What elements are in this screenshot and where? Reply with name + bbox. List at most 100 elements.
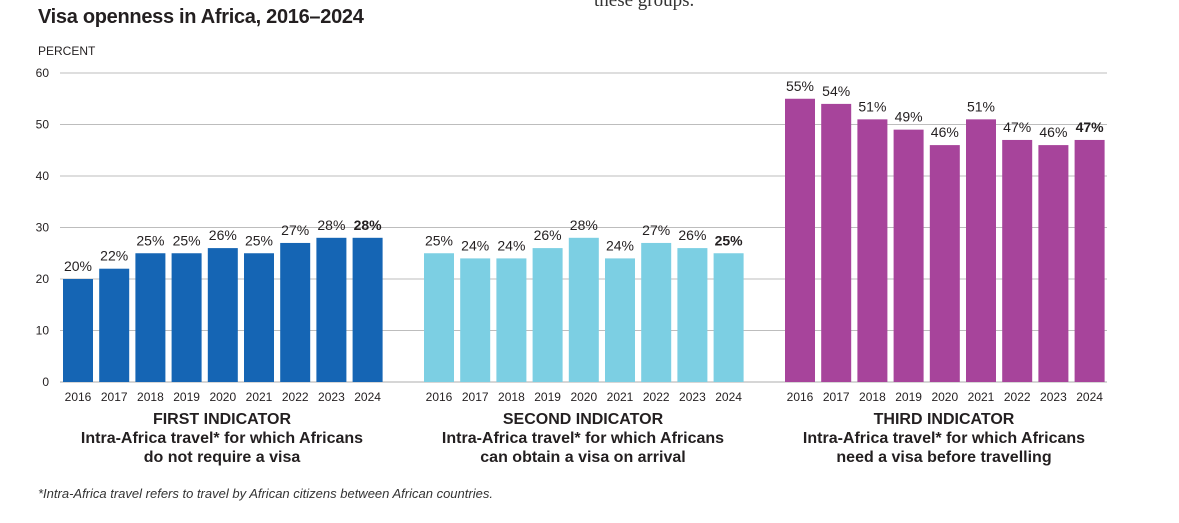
second-indicator-subtitle-1: Intra-Africa travel* for which Africans [441,430,725,447]
x-tick-label: 2018 [137,390,164,404]
data-label: 46% [931,124,959,140]
data-label: 54% [822,83,850,99]
y-tick-label: 20 [36,272,50,286]
bar [244,253,274,382]
x-tick-labels: 2016 2017 2018 2019 2020 2021 2022 2023 2024 2016… [65,390,1104,404]
x-tick-label: 2024 [1076,390,1103,404]
bar [1038,145,1069,382]
y-tick-label: 50 [36,118,50,132]
x-tick-label: 2017 [101,390,128,404]
second-indicator-title: SECOND INDICATOR [502,411,664,428]
x-tick-label: 2020 [931,390,958,404]
data-label: 47% [1076,119,1105,135]
data-label: 46% [1039,124,1067,140]
x-tick-label: 2021 [968,390,995,404]
bar [280,242,311,382]
x-tick-label: 2017 [823,390,850,404]
third-indicator-title: THIRD INDICATOR [873,411,1015,428]
data-label: 28% [354,217,383,233]
x-tick-label: 2024 [354,390,381,404]
y-tick-label: 10 [36,324,50,338]
data-label: 51% [967,98,995,114]
x-tick-label: 2019 [534,390,561,404]
bar [785,98,815,382]
bar [63,279,93,382]
data-label: 25% [245,232,273,248]
x-tick-label: 2021 [246,390,273,404]
second-indicator-label: SECOND INDICATOR Intra-Africa travel* fo… [403,410,763,467]
data-label: 47% [1003,119,1031,135]
data-label: 49% [895,109,923,125]
y-tick-label: 60 [36,66,50,80]
x-tick-label: 2017 [462,390,489,404]
first-indicator-label: FIRST INDICATOR Intra-Africa travel* for… [42,410,402,467]
data-label: 25% [425,232,453,248]
bar [532,248,563,382]
data-label: 25% [136,232,164,248]
bar [460,258,491,382]
data-label: 25% [715,232,744,248]
data-label: 28% [317,217,345,233]
data-label: 28% [570,217,598,233]
x-tick-label: 2021 [607,390,634,404]
x-tick-label: 2022 [1004,390,1031,404]
first-indicator-title: FIRST INDICATOR [152,411,292,428]
x-tick-label: 2022 [282,390,309,404]
bar [135,253,166,382]
bar [171,253,202,382]
bar [821,103,852,383]
x-tick-label: 2019 [895,390,922,404]
data-label: 24% [606,237,634,253]
data-label: 24% [497,237,525,253]
third-indicator-subtitle-1: Intra-Africa travel* for which Africans [802,430,1086,447]
second-indicator-subtitle-2: can obtain a visa on arrival [480,449,686,466]
data-label: 20% [64,258,92,274]
data-label: 24% [461,237,489,253]
x-tick-label: 2023 [679,390,706,404]
bar [99,268,130,382]
bar [1002,139,1033,382]
x-tick-label: 2016 [787,390,814,404]
y-axis-label: PERCENT [38,44,96,58]
x-tick-label: 2016 [426,390,453,404]
bar [496,258,527,382]
x-tick-label: 2018 [859,390,886,404]
x-tick-label: 2019 [173,390,200,404]
data-label: 27% [281,222,309,238]
first-indicator-subtitle-1: Intra-Africa travel* for which Africans [80,430,364,447]
bar [1074,139,1105,382]
x-tick-label: 2024 [715,390,742,404]
y-tick-label: 30 [36,221,50,235]
bar [207,248,238,382]
bars [63,98,1105,383]
bar [605,258,635,382]
data-label: 25% [173,232,201,248]
third-indicator-label: THIRD INDICATOR Intra-Africa travel* for… [764,410,1124,467]
x-tick-label: 2023 [1040,390,1067,404]
bar [424,253,454,382]
data-label: 26% [209,227,237,243]
y-tick-label: 0 [42,375,49,389]
x-tick-label: 2023 [318,390,345,404]
data-label: 51% [858,98,886,114]
bar [352,237,383,382]
bar [316,237,347,382]
x-tick-label: 2020 [570,390,597,404]
bar [893,129,924,382]
y-tick-label: 40 [36,169,50,183]
bar [568,237,599,382]
data-label: 22% [100,248,128,264]
bar [857,119,888,382]
x-tick-label: 2020 [209,390,236,404]
third-indicator-subtitle-2: need a visa before travelling [836,449,1052,466]
footnote: *Intra-Africa travel refers to travel by… [38,486,493,501]
cut-off-body-text: these groups. [594,0,695,11]
bar [966,119,996,382]
data-label: 26% [678,227,706,243]
bar [677,248,708,382]
x-tick-label: 2018 [498,390,525,404]
data-label: 26% [534,227,562,243]
bar [929,145,960,382]
chart-title: Visa openness in Africa, 2016–2024 [38,6,364,28]
data-labels: 20% 22% 25% 25% 26% 25% 27% 28% 28% 25% 24% 24% 26% 2… [64,78,1104,274]
